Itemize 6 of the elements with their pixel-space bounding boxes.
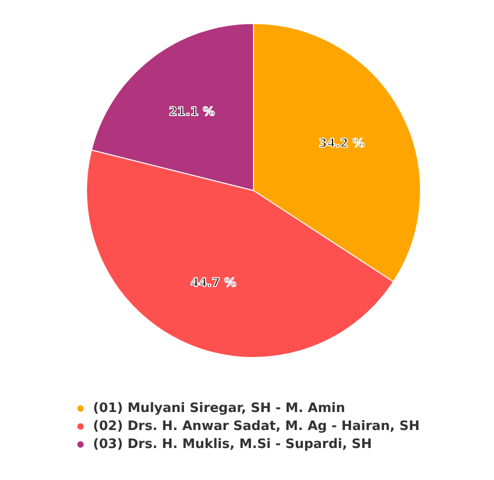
legend-label: (01) Mulyani Siregar, SH - M. Amin: [93, 400, 346, 416]
legend-label: (03) Drs. H. Muklis, M.Si - Supardi, SH: [93, 436, 372, 452]
data-label: 44.7 %: [190, 275, 236, 290]
legend-label: (02) Drs. H. Anwar Sadat, M. Ag - Hairan, SH: [93, 418, 420, 434]
data-label: 34.2 %: [318, 136, 365, 150]
data-label: 21.1 %: [168, 104, 215, 119]
